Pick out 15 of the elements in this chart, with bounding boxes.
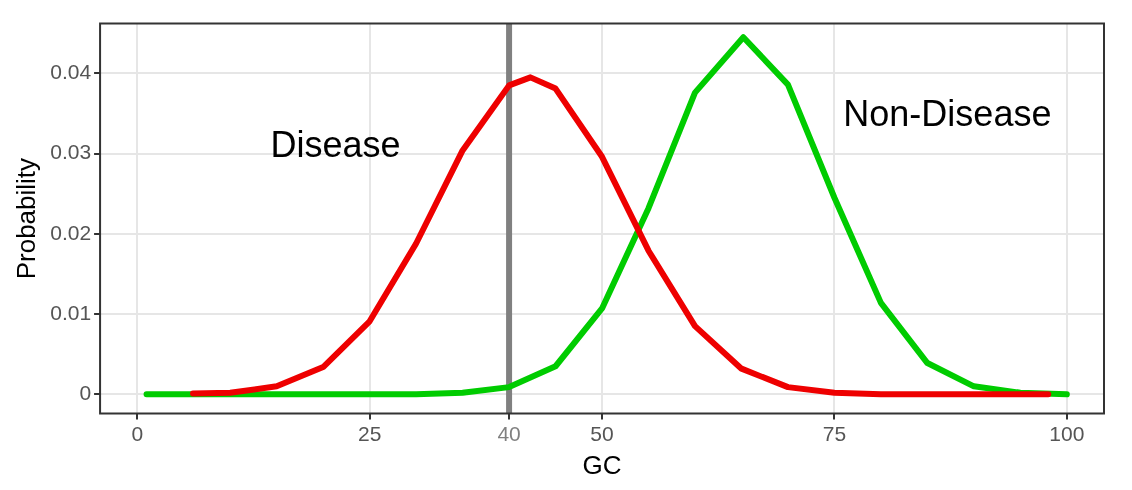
y-axis-title: Probability — [10, 157, 41, 280]
x-tick-label: 0 — [131, 422, 144, 445]
series-label: Non-Disease — [843, 92, 1052, 134]
x-tick-label: 40 — [497, 422, 521, 445]
series-label: Disease — [270, 124, 401, 166]
x-tick-label: 25 — [357, 422, 382, 445]
x-tick-label: 50 — [590, 422, 614, 445]
y-tick-label: 0 — [79, 381, 92, 405]
y-tick-label: 0.03 — [50, 140, 92, 164]
x-tick-label: 75 — [822, 422, 847, 445]
y-tick-label: 0.01 — [50, 300, 92, 324]
y-tick-label: 0.04 — [50, 60, 92, 84]
y-tick-label: 0.02 — [50, 220, 92, 244]
x-axis-title: GC — [582, 449, 622, 480]
x-tick-label: 100 — [1049, 422, 1085, 445]
